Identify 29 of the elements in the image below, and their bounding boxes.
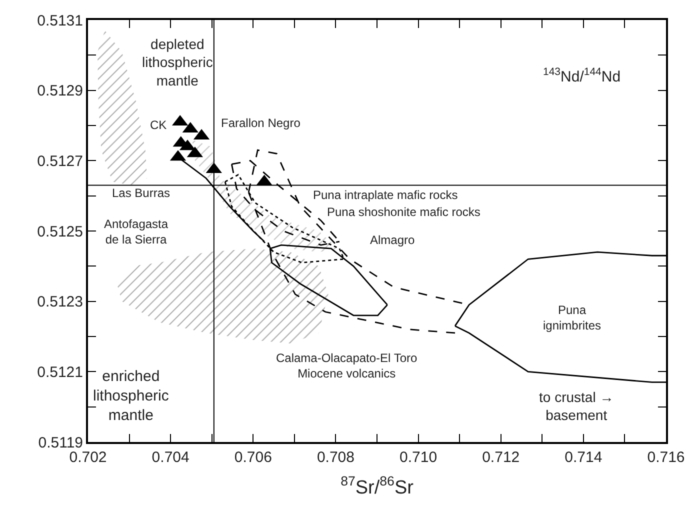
y-tick-label: 0.5127 bbox=[37, 152, 83, 170]
x-tick-label: 0.712 bbox=[482, 449, 520, 466]
annotation: Calama-Olacapato-El Toro Miocene volcanics bbox=[276, 351, 418, 381]
y-tick-label: 0.5123 bbox=[37, 294, 83, 311]
x-tick-label: 0.704 bbox=[152, 449, 190, 466]
y-tick-label: 0.5119 bbox=[38, 434, 83, 452]
x-tick-label: 0.708 bbox=[316, 449, 354, 466]
x-tick-label: 0.716 bbox=[647, 449, 685, 466]
annotation: Puna shoshonite mafic rocks bbox=[327, 205, 480, 219]
annotation: Puna intraplate mafic rocks bbox=[313, 188, 458, 202]
annotation: enriched lithospheric mantle bbox=[93, 368, 170, 424]
annotation: Puna ignimbrites bbox=[543, 303, 602, 333]
annotation: CK bbox=[150, 118, 167, 132]
annotation: to crustal → basement bbox=[539, 389, 614, 424]
y-tick-label: 0.5131 bbox=[37, 12, 83, 30]
x-axis-title: $^{87}$Sr/$^{86}$Sr bbox=[340, 473, 414, 498]
y-tick-label: 0.5125 bbox=[37, 223, 83, 240]
x-tick-label: 0.706 bbox=[234, 449, 272, 466]
annotation: Las Burras bbox=[112, 186, 170, 200]
annotation: Almagro bbox=[370, 233, 416, 247]
x-tick-label: 0.702 bbox=[69, 449, 107, 466]
annotation: depleted lithospheric mantle bbox=[142, 36, 213, 88]
x-tick-label: 0.714 bbox=[564, 449, 602, 466]
y-tick-label: 0.5129 bbox=[37, 82, 83, 100]
y-tick-label: 0.5121 bbox=[37, 364, 83, 381]
annotation: $^{143}$Nd/$^{144}$Nd bbox=[543, 66, 621, 86]
x-tick-label: 0.710 bbox=[400, 449, 438, 466]
annotation: Farallon Negro bbox=[221, 116, 301, 130]
annotation: Antofagasta de la Sierra bbox=[104, 217, 168, 247]
